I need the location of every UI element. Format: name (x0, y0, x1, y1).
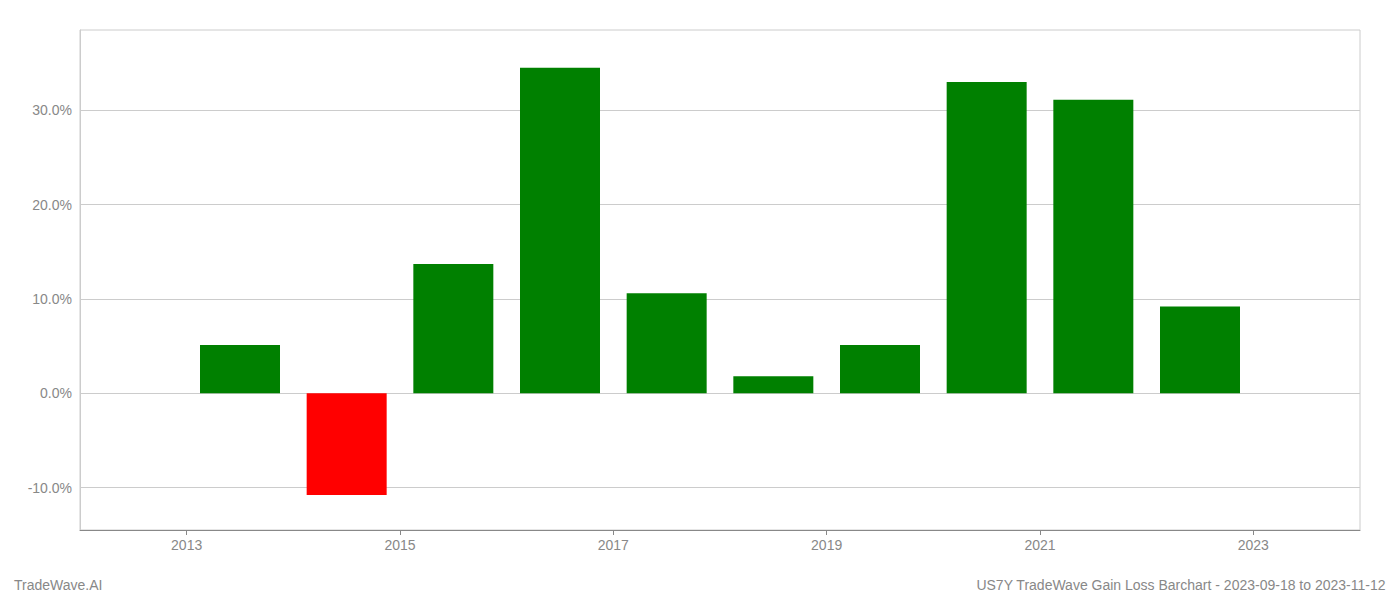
svg-text:2023: 2023 (1238, 537, 1269, 553)
svg-text:0.0%: 0.0% (40, 385, 72, 401)
svg-text:US7Y TradeWave Gain Loss Barch: US7Y TradeWave Gain Loss Barchart - 2023… (976, 577, 1385, 593)
svg-text:10.0%: 10.0% (32, 291, 72, 307)
svg-text:2021: 2021 (1024, 537, 1055, 553)
svg-text:2013: 2013 (171, 537, 202, 553)
svg-text:2019: 2019 (811, 537, 842, 553)
svg-text:30.0%: 30.0% (32, 102, 72, 118)
svg-text:-10.0%: -10.0% (28, 480, 72, 496)
svg-text:2017: 2017 (598, 537, 629, 553)
svg-text:20.0%: 20.0% (32, 197, 72, 213)
svg-text:2015: 2015 (384, 537, 415, 553)
svg-text:TradeWave.AI: TradeWave.AI (14, 577, 102, 593)
